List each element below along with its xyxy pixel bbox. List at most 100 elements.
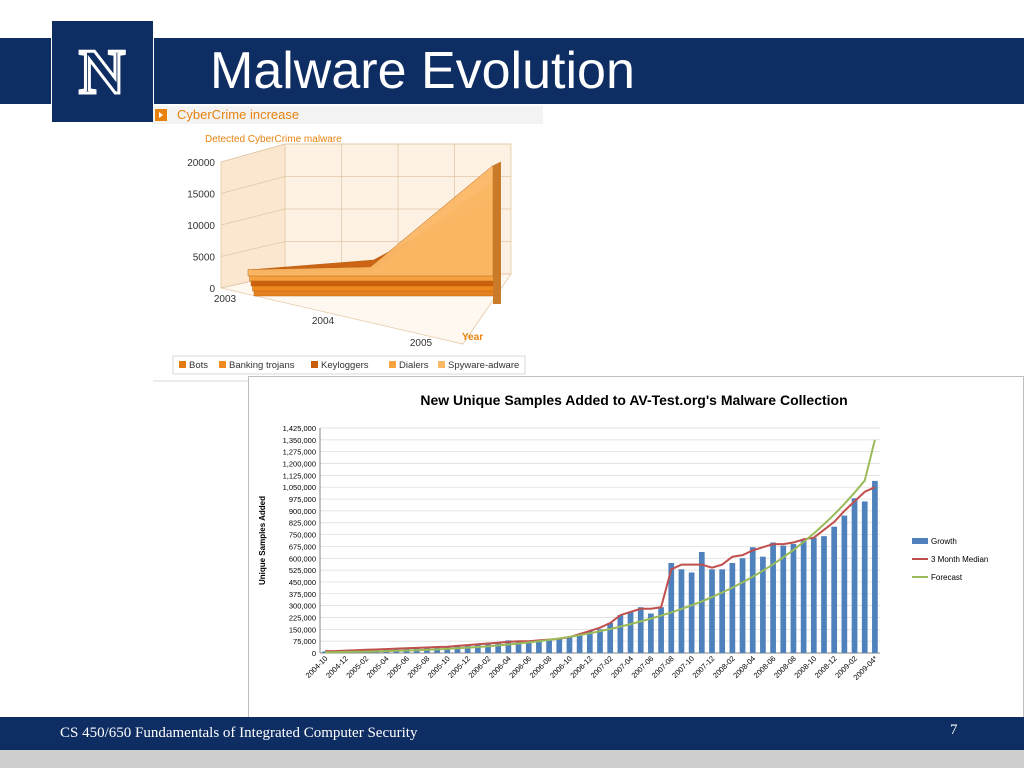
bar (474, 644, 481, 653)
y-tick-label: 675,000 (289, 542, 316, 551)
bar (627, 611, 634, 653)
bar (719, 569, 726, 653)
bar (637, 607, 644, 653)
title-bar (0, 38, 1024, 104)
bar (821, 536, 827, 653)
footer-bar (0, 717, 1024, 750)
bar (556, 638, 563, 653)
bar (648, 613, 654, 653)
y-tick-label: 1,425,000 (283, 424, 316, 433)
bar (749, 547, 756, 653)
y-tick-label: 10000 (187, 221, 215, 232)
legend-swatch (219, 361, 226, 368)
legend-label: Keyloggers (321, 360, 369, 371)
legend-label: Dialers (399, 360, 429, 371)
bar (586, 630, 593, 653)
legend-label: Growth (931, 537, 957, 546)
area-side-face (493, 161, 501, 304)
gridline-left (220, 208, 286, 226)
bar (515, 641, 522, 653)
y-tick-label: 900,000 (289, 507, 316, 516)
y-tick-label: 825,000 (289, 519, 316, 528)
median-line (325, 486, 876, 653)
y-tick-label: 15000 (187, 190, 215, 201)
chart-title: Detected CyberCrime malware (205, 134, 342, 145)
bar (688, 572, 695, 653)
bar (668, 563, 675, 653)
bar (739, 558, 746, 653)
y-tick-label: 0 (209, 284, 215, 295)
bar (800, 539, 807, 653)
chart-frame (248, 376, 1024, 718)
y-tick-label: 1,275,000 (283, 448, 316, 457)
bar (841, 515, 848, 653)
logo-letter: N (79, 36, 125, 107)
bar (658, 607, 664, 653)
bar (546, 639, 552, 653)
x-axis-label: Year (462, 332, 483, 343)
forecast-line (325, 439, 876, 654)
legend-label: Spyware-adware (448, 360, 519, 371)
bar (790, 544, 797, 653)
area-series (247, 164, 494, 277)
legend-swatch (438, 361, 445, 368)
logo-n-icon: N (77, 35, 126, 109)
legend-swatch-bar (912, 538, 928, 544)
legend-swatch (311, 361, 318, 368)
bar (597, 629, 603, 653)
y-tick-label: 1,350,000 (283, 436, 316, 445)
y-tick-label: 1,050,000 (283, 483, 316, 492)
bar (495, 642, 502, 653)
bar (810, 537, 817, 653)
bar (617, 615, 624, 653)
legend-label: Bots (189, 360, 208, 371)
bar (709, 569, 715, 653)
slide-title: Malware Evolution (210, 42, 635, 100)
legend-label: 3 Month Median (931, 555, 988, 564)
footer-course-title: CS 450/650 Fundamentals of Integrated Co… (60, 725, 418, 741)
av-test-chart: New Unique Samples Added to AV-Test.org'… (248, 376, 1024, 718)
x-tick-label: 2004 (312, 316, 335, 327)
y-axis-label: Unique Samples Added (258, 496, 267, 585)
bar (698, 551, 705, 653)
bar (770, 542, 776, 653)
legend-label: Forecast (931, 573, 963, 582)
y-tick-label: 525,000 (289, 566, 316, 575)
legend-label: Banking trojans (229, 360, 295, 371)
y-tick-label: 600,000 (289, 554, 316, 563)
cybercrime-chart: CyberCrime increase Detected CyberCrime m… (153, 106, 543, 382)
chart-left-wall (220, 143, 286, 289)
bar (780, 545, 787, 653)
bar (760, 556, 766, 653)
chart-header-strip (153, 106, 543, 124)
chart-title: New Unique Samples Added to AV-Test.org'… (420, 392, 847, 408)
y-tick-label: 225,000 (289, 613, 316, 622)
bar (505, 640, 512, 653)
university-logo: N (51, 20, 154, 123)
gridline-left (220, 176, 286, 194)
bar (607, 623, 614, 653)
x-tick-label: 2003 (214, 294, 237, 305)
x-tick-label: 2005 (410, 338, 433, 349)
bottom-strip (0, 750, 1024, 768)
play-icon (159, 112, 163, 118)
bar (536, 640, 542, 653)
legend-swatch (389, 361, 396, 368)
legend-box (172, 355, 526, 375)
y-tick-label: 450,000 (289, 578, 316, 587)
bar (861, 501, 868, 653)
bar (851, 498, 858, 653)
y-tick-label: 150,000 (289, 625, 316, 634)
bar (576, 635, 583, 653)
bar (525, 641, 532, 653)
bar (872, 480, 878, 653)
y-tick-label: 75,000 (293, 637, 316, 646)
legend-swatch (179, 361, 186, 368)
y-tick-label: 975,000 (289, 495, 316, 504)
y-tick-label: 375,000 (289, 590, 316, 599)
bar (464, 645, 471, 653)
y-tick-label: 1,200,000 (283, 460, 316, 469)
bar (485, 643, 491, 653)
y-tick-label: 0 (312, 649, 316, 658)
bar (566, 637, 573, 653)
